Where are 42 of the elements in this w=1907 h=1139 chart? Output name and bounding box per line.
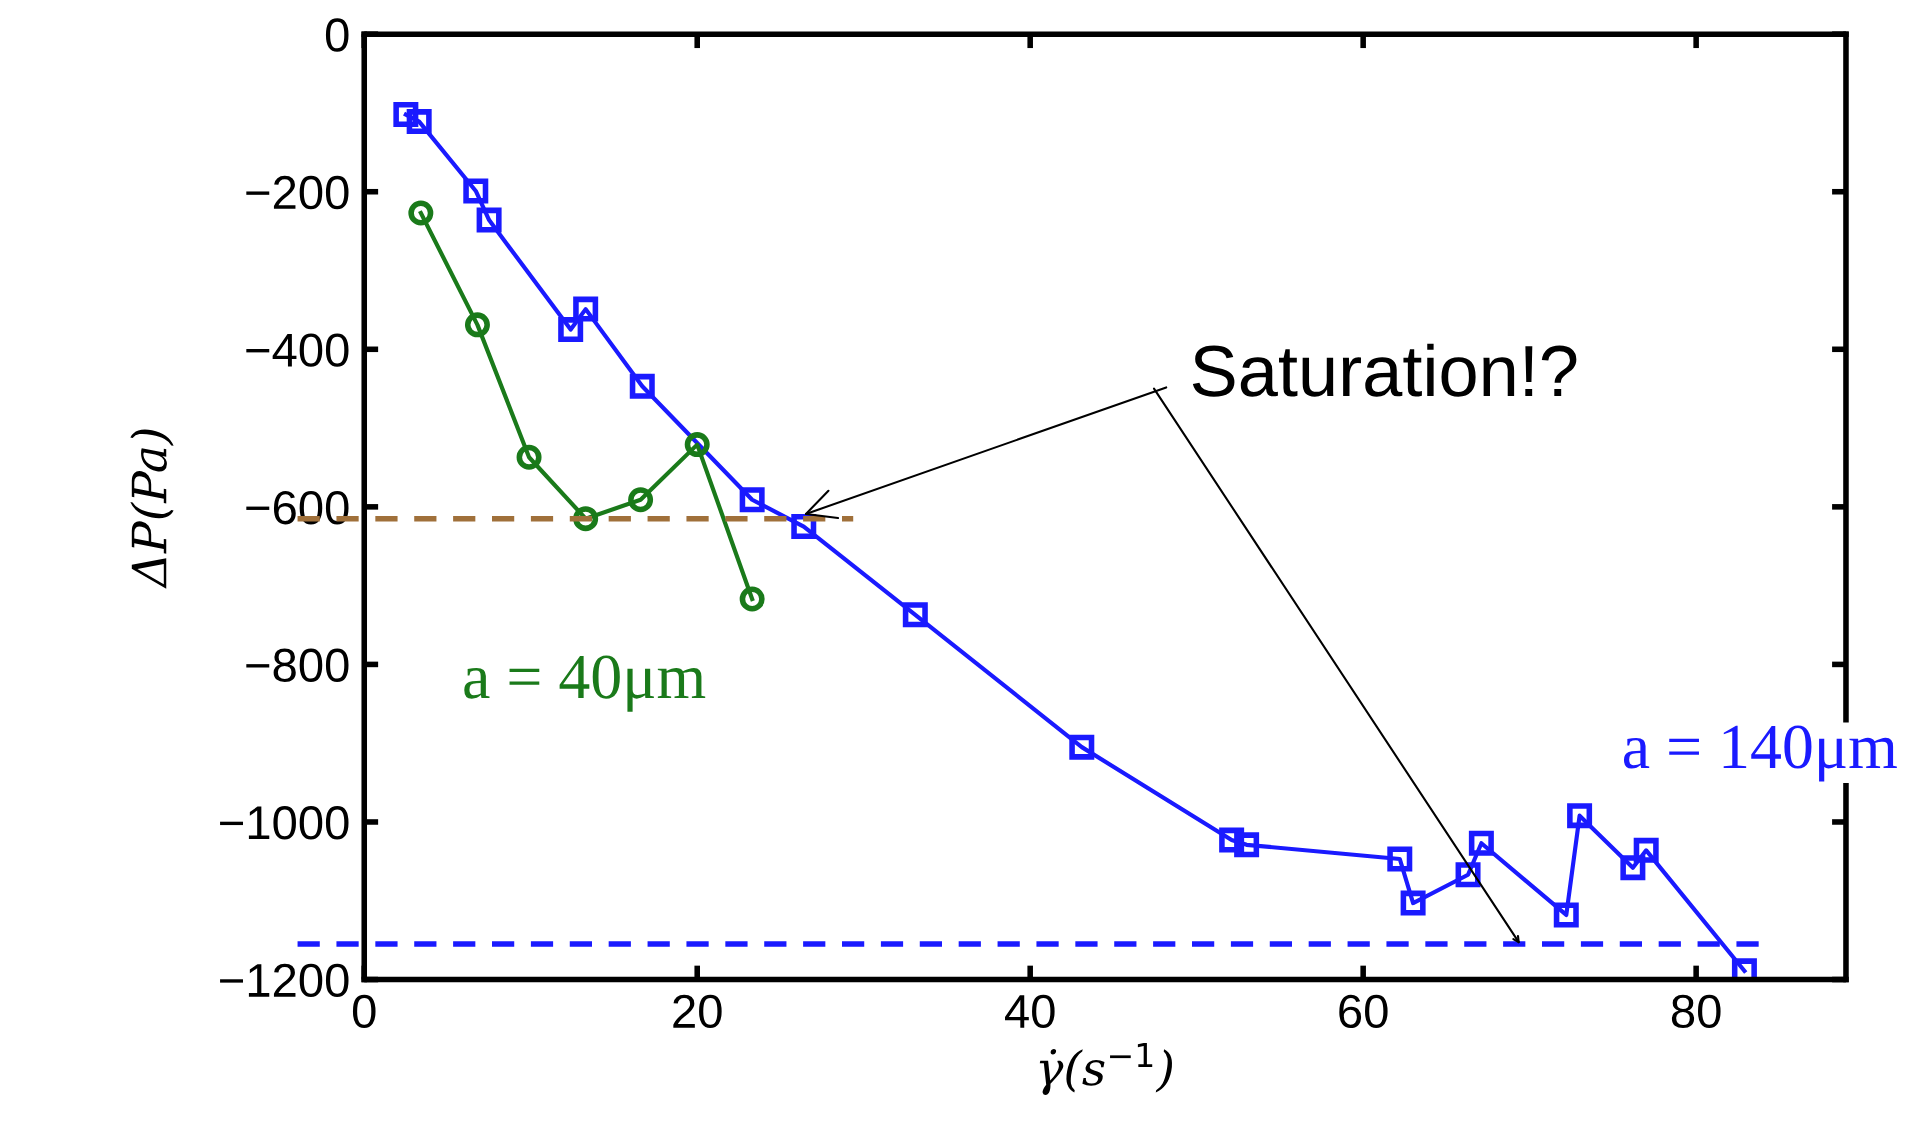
point [739,586,765,612]
point [1219,827,1245,853]
point [464,312,490,338]
point [516,444,542,470]
point [573,296,599,322]
y-tick-label: −1200 [220,963,349,998]
x-axis-title: γ̇(s$^{−1}$) [1039,1043,1173,1096]
point [1234,832,1260,858]
point [1400,890,1426,916]
point [1468,830,1494,856]
point [629,373,655,399]
point [558,317,584,343]
point [739,487,765,513]
y-tick-label: −800 [246,648,349,682]
x-tick-label: 80 [1671,994,1721,1029]
x-tick-label: 60 [1339,994,1388,1029]
point [1387,846,1413,872]
point [1553,902,1579,928]
point [463,178,489,204]
point [1620,855,1646,881]
point [476,207,502,233]
y-tick-label: −200 [246,175,349,210]
point [1633,837,1659,863]
x-tick-label: 0 [352,994,376,1029]
point [628,487,654,513]
y-tick-label: 0 [325,18,349,52]
series-label: a = 140μm [1623,725,1897,782]
annotation: Saturation!? [1192,343,1577,397]
y-tick-label: −400 [246,333,349,367]
point [1069,734,1095,760]
series-label: a = 40μm [464,655,706,712]
point [1455,862,1481,888]
point [684,432,710,458]
x-tick-label: 20 [673,994,722,1029]
point [1567,803,1593,829]
point [902,602,928,628]
x-tick-label: 40 [1005,994,1055,1029]
point [393,102,419,128]
point [408,200,434,226]
y-axis-title: ΔP(Pa) [130,429,174,589]
point [406,109,432,135]
y-tick-label: −1000 [220,806,349,840]
